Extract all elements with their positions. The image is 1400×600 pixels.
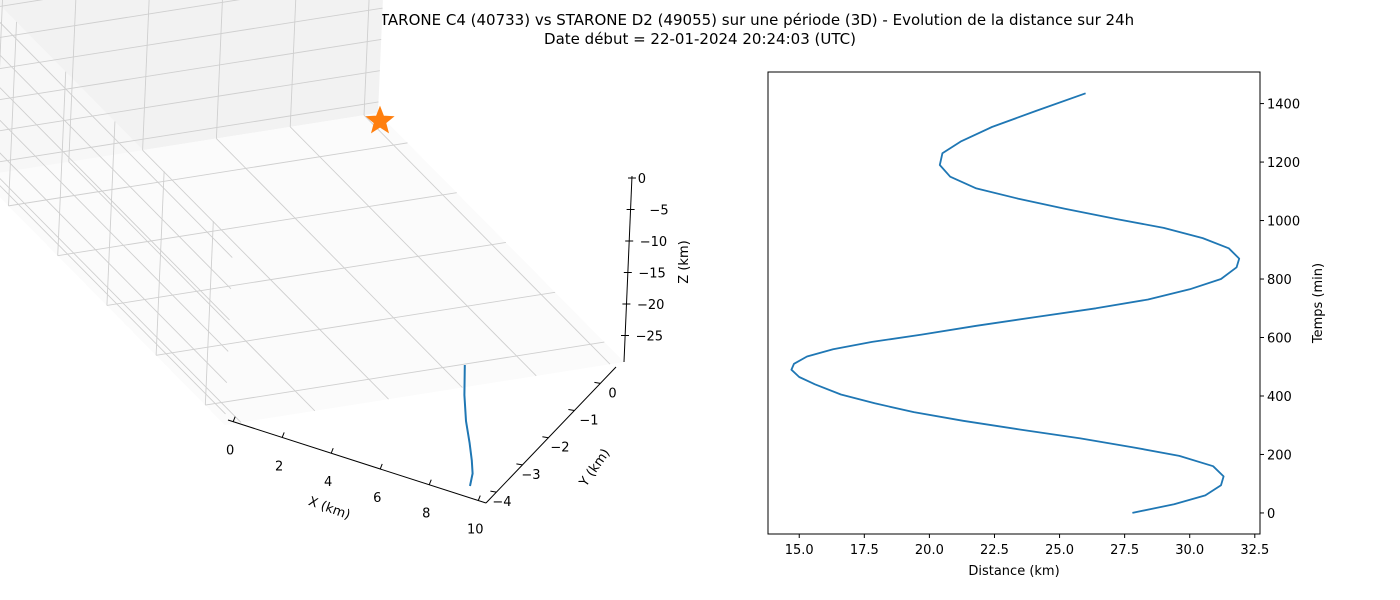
grid-line-x xyxy=(68,161,316,412)
grid-line-x xyxy=(216,138,463,388)
x-tick-label: 2 xyxy=(275,459,283,474)
x-tick-label: 20.0 xyxy=(915,543,944,558)
grid-line-y xyxy=(205,341,605,406)
x-tick-label: 25.0 xyxy=(1045,543,1074,558)
x-tick-label: 8 xyxy=(422,507,430,522)
y-tick-label: 0 xyxy=(608,386,616,401)
x-tick-mark xyxy=(330,448,334,454)
y-tick-label: 0 xyxy=(1267,507,1275,522)
y-tick-label: 1000 xyxy=(1267,215,1300,230)
plot-2d: 15.0 17.5 20.0 22.5 25.0 27.5 30.0 32.5 Distance… xyxy=(767,71,1326,579)
y-tick-label: −3 xyxy=(521,468,540,483)
grid-line-z xyxy=(0,21,233,258)
z-tick-label: −20 xyxy=(637,298,664,313)
y-axis-label: Temps (min) xyxy=(1311,263,1326,344)
x-tick-label: 6 xyxy=(373,491,381,506)
x-tick-label: 0 xyxy=(226,444,234,459)
origin-star-marker xyxy=(365,105,395,134)
series-3d xyxy=(365,105,474,487)
x-tick-label: 4 xyxy=(324,475,332,490)
y-tick-mark xyxy=(594,381,601,384)
z-axis-label: Z (km) xyxy=(677,240,692,283)
grid-line-y xyxy=(57,192,457,257)
z-tick-label: 0 xyxy=(638,172,646,187)
grid-line-z xyxy=(0,54,232,290)
x-axis-line xyxy=(227,419,487,504)
y-tick-label: −1 xyxy=(579,414,598,429)
y-tick-label: −4 xyxy=(492,495,511,510)
x-axis-label: X (km) xyxy=(306,494,352,523)
x-axis-label: Distance (km) xyxy=(968,564,1059,579)
z-tick-label: −10 xyxy=(640,235,667,250)
grid-line-x xyxy=(363,114,611,365)
grid-line-x xyxy=(289,126,537,377)
grid-line-x xyxy=(0,0,3,68)
y-tick-label: −2 xyxy=(550,441,569,456)
grid-line-y xyxy=(8,142,408,207)
grid-line-z xyxy=(0,87,230,321)
grid-line-z xyxy=(0,101,379,163)
grid-line-z xyxy=(0,0,241,38)
x-tick-mark xyxy=(232,416,236,422)
grid-line-y xyxy=(8,21,17,206)
y-tick-label: 400 xyxy=(1267,390,1292,405)
grid-line-x xyxy=(68,0,77,162)
chart-title: Mvt relatif de STARONE C4 (40733) vs STA… xyxy=(265,11,1135,29)
x-tick-label: 27.5 xyxy=(1110,543,1139,558)
grid-line-y xyxy=(106,121,116,306)
grid-line-y xyxy=(106,242,506,306)
grid-line-y xyxy=(155,171,165,356)
y-axis-label: Y (km) xyxy=(576,446,613,490)
y-tick-label: 1200 xyxy=(1267,156,1300,171)
y-tick-mark xyxy=(542,436,549,439)
x-tick-label: 15.0 xyxy=(785,543,814,558)
grid-line-x xyxy=(289,0,297,127)
floor-pane xyxy=(0,113,624,425)
grid-line-y xyxy=(57,71,67,256)
axes-2d: 15.0 17.5 20.0 22.5 25.0 27.5 30.0 32.5 Distance… xyxy=(785,98,1326,579)
chart-subtitle: Date début = 22-01-2024 20:24:03 (UTC) xyxy=(544,30,856,48)
y-tick-label: 600 xyxy=(1267,332,1292,347)
trajectory-line xyxy=(463,364,474,487)
grid-line-y xyxy=(204,221,214,406)
x-tick-label: 32.5 xyxy=(1240,543,1269,558)
grid-line-z xyxy=(0,70,380,132)
y-tick-label: 1400 xyxy=(1267,98,1300,113)
grid-line-x xyxy=(215,0,223,139)
x-tick-label: 22.5 xyxy=(980,543,1009,558)
z-axis-line xyxy=(623,175,633,363)
y-tick-mark xyxy=(490,490,497,493)
plot-2d-frame xyxy=(767,71,1261,535)
y-axis-line xyxy=(485,366,617,504)
grid-line-z xyxy=(0,7,383,69)
z-tick-label: −5 xyxy=(649,204,668,219)
plot-3d: 0 2 4 6 8 10 X (km) 0 −1 −2 −3 −4 Y (km) 0 −5 −10 −15 −20… xyxy=(0,0,692,538)
y-tick-label: 800 xyxy=(1267,273,1292,288)
series-2d xyxy=(790,92,1241,514)
grid-3d xyxy=(0,0,624,425)
x-tick-label: 30.0 xyxy=(1175,543,1204,558)
x-tick-mark xyxy=(477,495,481,501)
x-tick-label: 17.5 xyxy=(850,543,879,558)
grid-line-z xyxy=(0,38,382,101)
distance-line xyxy=(790,92,1241,514)
z-tick-label: −15 xyxy=(638,267,665,282)
x-tick-mark xyxy=(428,479,432,485)
grid-line-z xyxy=(0,119,229,352)
y-tick-mark xyxy=(516,463,523,466)
grid-line-x xyxy=(363,0,370,116)
grid-line-z xyxy=(0,152,228,383)
grid-line-x xyxy=(142,0,150,151)
grid-line-z xyxy=(0,185,226,415)
grid-line-x xyxy=(142,149,389,400)
x-tick-label: 10 xyxy=(467,523,484,538)
x-tick-mark xyxy=(281,432,285,438)
grid-line-y xyxy=(156,291,556,356)
y-tick-label: 200 xyxy=(1267,448,1292,463)
x-tick-mark xyxy=(379,463,383,470)
z-tick-label: −25 xyxy=(636,330,663,345)
y-tick-mark xyxy=(568,409,575,412)
grid-line-x xyxy=(0,177,242,423)
